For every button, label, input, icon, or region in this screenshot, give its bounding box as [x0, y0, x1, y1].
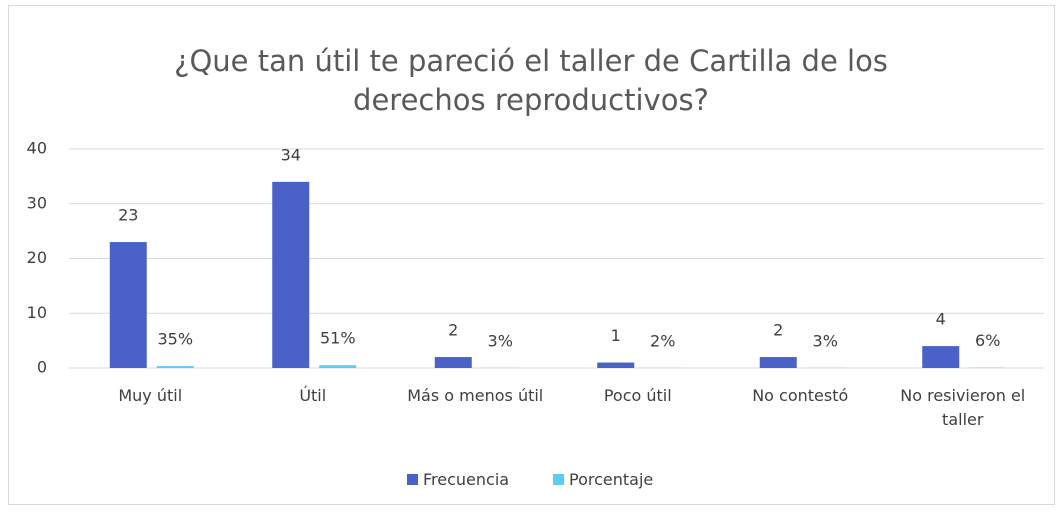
y-tick-label: 10 [27, 303, 47, 322]
legend-label: Porcentaje [569, 470, 654, 489]
bar [272, 181, 310, 368]
bar [156, 366, 194, 368]
data-label: 2 [773, 321, 783, 340]
data-label: 1 [611, 326, 621, 345]
data-label: 3% [488, 331, 513, 350]
legend-item: Frecuencia [407, 470, 509, 489]
bar [434, 357, 472, 368]
legend-swatch [553, 474, 564, 485]
data-label: 2 [448, 321, 458, 340]
y-tick-label: 30 [27, 193, 47, 212]
bar [922, 346, 960, 368]
data-label: 35% [157, 330, 193, 349]
x-tick-label: Más o menos útil [407, 386, 544, 405]
bar [759, 357, 797, 368]
legend-label: Frecuencia [423, 470, 510, 489]
data-label: 4 [936, 310, 946, 329]
y-tick-label: 40 [27, 139, 47, 158]
bar [319, 365, 357, 368]
data-label: 23 [118, 206, 138, 225]
legend-swatch [407, 474, 418, 485]
data-label: 2% [650, 331, 675, 350]
bar [597, 362, 635, 368]
data-label: 6% [975, 331, 1000, 350]
y-tick-label: 0 [37, 358, 47, 377]
x-tick-label: No contestó [752, 386, 849, 405]
chart-title: ¿Que tan útil te pareció el taller de Ca… [174, 44, 888, 117]
x-tick-label: Poco útil [603, 386, 672, 405]
data-label: 34 [281, 145, 301, 164]
chart-border [8, 5, 1055, 505]
x-tick-label: Muy útil [118, 386, 183, 405]
legend-item: Porcentaje [553, 470, 653, 489]
x-tick-label: Útil [299, 386, 327, 405]
x-tick-label: No resivieron el taller [900, 386, 1026, 429]
data-label: 3% [813, 331, 838, 350]
bar [109, 242, 147, 368]
data-label: 51% [320, 329, 356, 348]
y-tick-label: 20 [27, 248, 47, 267]
